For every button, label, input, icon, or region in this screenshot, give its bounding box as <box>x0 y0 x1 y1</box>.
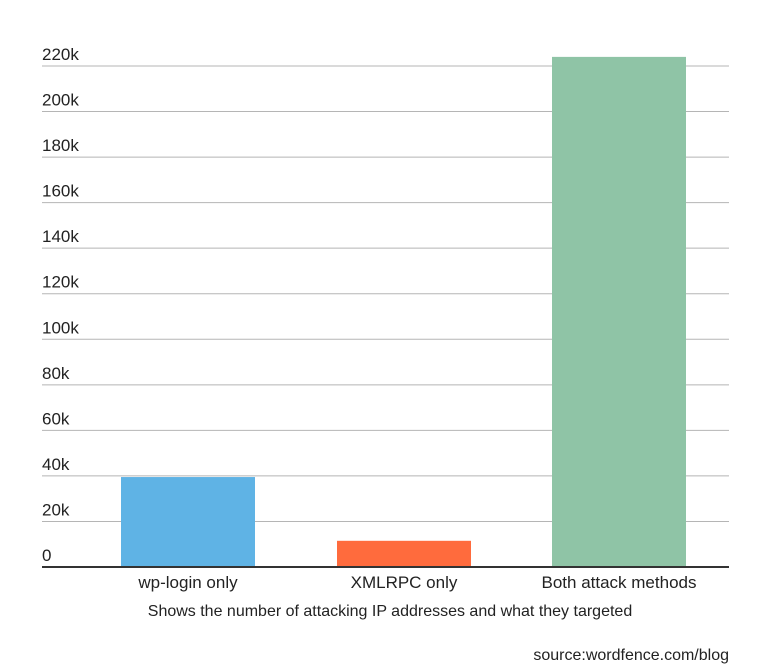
x-axis-label: Shows the number of attacking IP address… <box>148 603 632 620</box>
y-tick-label: 80k <box>42 364 70 383</box>
bar <box>121 477 255 567</box>
y-tick-label: 100k <box>42 318 79 337</box>
y-tick-label: 220k <box>42 45 79 64</box>
y-tick-label: 140k <box>42 227 79 246</box>
bars <box>121 56 686 568</box>
y-tick-label: 60k <box>42 409 70 428</box>
source-credit: source:wordfence.com/blog <box>533 647 729 664</box>
y-tick-label: 20k <box>42 500 70 519</box>
y-tick-label: 200k <box>42 91 79 110</box>
x-tick-label: wp-login only <box>137 573 238 592</box>
bar <box>552 56 686 568</box>
y-tick-label: 120k <box>42 273 79 292</box>
y-tick-label: 40k <box>42 455 70 474</box>
y-tick-label: 180k <box>42 136 79 155</box>
x-axis-tick-labels: wp-login only XMLRPC only Both attack meth… <box>137 573 696 592</box>
bar <box>337 540 471 567</box>
x-tick-label: XMLRPC only <box>351 573 458 592</box>
y-tick-label: 160k <box>42 182 79 201</box>
y-tick-label: 0 <box>42 546 51 565</box>
x-tick-label: Both attack methods <box>542 573 697 592</box>
y-axis-tick-labels: 0 20k 40k 60k 80k 100k 120k 140k 160k 180k 200k 220… <box>42 45 79 565</box>
